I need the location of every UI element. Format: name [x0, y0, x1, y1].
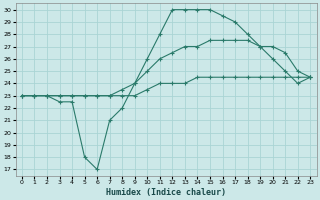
X-axis label: Humidex (Indice chaleur): Humidex (Indice chaleur)	[106, 188, 226, 197]
